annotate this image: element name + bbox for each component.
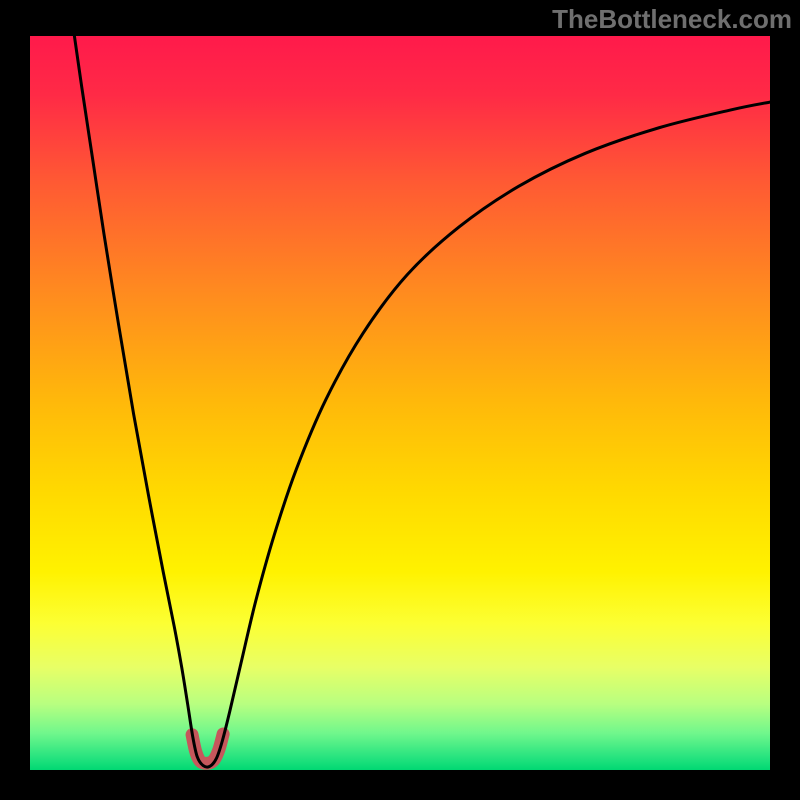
plot-area [30,36,770,770]
watermark-label: TheBottleneck.com [552,4,792,35]
gradient-background [30,36,770,770]
plot-svg [30,36,770,770]
